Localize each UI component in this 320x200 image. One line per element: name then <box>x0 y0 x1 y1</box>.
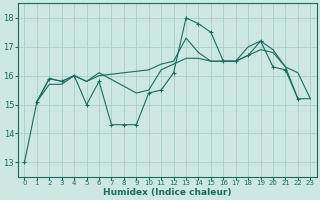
X-axis label: Humidex (Indice chaleur): Humidex (Indice chaleur) <box>103 188 232 197</box>
